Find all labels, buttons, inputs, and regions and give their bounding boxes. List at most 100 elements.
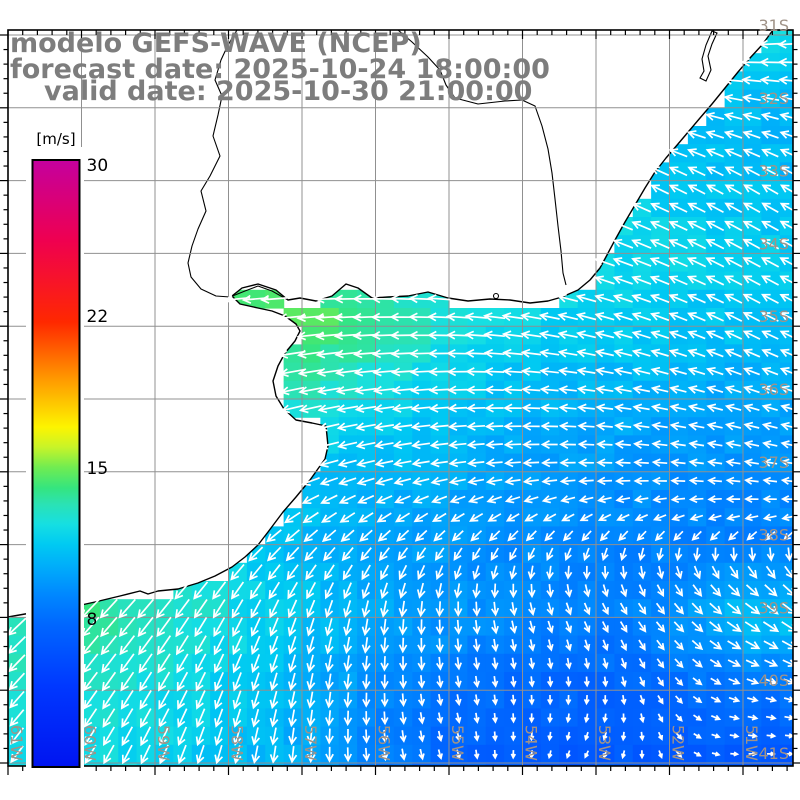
wind-arrow	[306, 673, 316, 691]
wind-arrow	[316, 367, 342, 377]
wind-arrow	[362, 692, 371, 708]
wind-arrow	[747, 714, 759, 721]
wind-arrow	[632, 403, 650, 413]
wind-arrow	[435, 656, 444, 671]
wind-arrow	[669, 403, 687, 413]
wind-arrow	[416, 582, 426, 599]
wind-arrow	[9, 690, 25, 709]
wind-arrow	[362, 674, 371, 690]
longitude-label: 53W	[595, 725, 614, 761]
wind-arrow	[509, 620, 518, 635]
wind-arrow	[339, 512, 356, 523]
wind-arrow	[692, 658, 703, 668]
wind-arrow	[779, 275, 793, 284]
wind-arrow	[101, 671, 117, 692]
wind-arrow	[747, 565, 758, 579]
sea-cell	[118, 763, 138, 766]
wind-arrow	[334, 349, 360, 359]
wind-arrow	[761, 330, 779, 340]
wind-arrow	[465, 385, 486, 395]
wind-arrow	[742, 330, 761, 340]
map-border	[7, 29, 794, 767]
wind-arrow	[687, 385, 705, 394]
wind-arrow	[779, 348, 793, 358]
wind-arrow	[692, 584, 703, 597]
wind-arrow	[522, 440, 540, 450]
wind-arrow	[193, 599, 208, 619]
wind-arrow	[343, 710, 353, 727]
wind-arrow	[287, 617, 297, 637]
sea-cell	[632, 763, 652, 766]
wind-arrow	[726, 621, 742, 633]
sea-cell	[596, 763, 615, 766]
wind-arrow	[528, 731, 535, 742]
sea-cell	[779, 380, 793, 400]
wind-arrow	[727, 584, 741, 597]
wind-arrow	[711, 565, 720, 580]
wind-arrow	[620, 750, 626, 760]
wind-arrow	[212, 599, 226, 619]
wind-arrow	[723, 239, 743, 250]
wind-arrow	[693, 751, 702, 757]
wind-arrow	[602, 676, 609, 688]
wind-arrow	[652, 495, 667, 504]
wind-arrow	[375, 495, 393, 504]
wind-arrow	[319, 477, 339, 486]
wind-arrow	[670, 495, 686, 504]
wind-arrow	[576, 366, 596, 376]
wind-arrow	[430, 476, 448, 486]
wind-arrow	[429, 440, 449, 450]
wind-arrow	[336, 422, 358, 432]
wind-arrow	[354, 385, 377, 395]
wind-arrow	[450, 512, 465, 522]
wind-arrow	[651, 421, 668, 431]
wind-arrow	[724, 366, 742, 376]
wind-arrow	[687, 148, 706, 158]
wind-arrow	[742, 293, 761, 304]
wind-arrow	[336, 404, 359, 414]
wind-arrow	[8, 635, 26, 654]
wind-arrow	[594, 311, 615, 321]
wind-arrow	[520, 367, 541, 377]
wind-arrow	[687, 202, 706, 213]
wind-arrow	[343, 728, 353, 745]
wind-arrow	[649, 257, 670, 268]
wind-arrow	[688, 476, 704, 486]
sea-cell	[724, 763, 744, 766]
wind-arrow	[687, 348, 706, 358]
wind-arrow	[612, 257, 634, 267]
wind-arrow	[251, 708, 260, 728]
sea-cell	[669, 763, 689, 766]
wind-arrow	[158, 708, 170, 729]
wind-arrow	[466, 440, 485, 450]
wind-arrow	[594, 275, 615, 285]
wind-arrow	[631, 275, 652, 285]
wind-arrow	[687, 403, 705, 413]
sea-cell	[210, 763, 230, 766]
wind-arrow	[674, 676, 684, 686]
wind-arrow	[473, 657, 481, 671]
sea-cell	[577, 763, 597, 766]
wind-arrow	[760, 275, 780, 286]
wind-arrow	[686, 275, 706, 286]
wind-arrow	[674, 658, 684, 669]
wind-arrow	[546, 639, 554, 652]
wind-arrow	[325, 710, 335, 727]
wind-arrow	[435, 601, 445, 618]
wind-arrow	[453, 547, 463, 562]
wind-arrow	[619, 547, 628, 562]
wind-arrow	[709, 658, 723, 668]
wind-arrow	[343, 618, 353, 637]
wind-arrow	[687, 184, 706, 195]
wind-arrow	[565, 731, 571, 742]
wind-arrow	[649, 275, 670, 286]
wind-arrow	[83, 671, 98, 692]
wind-arrow	[250, 635, 261, 656]
wind-arrow	[692, 695, 703, 704]
wind-arrow	[510, 731, 517, 742]
wind-arrow	[597, 513, 612, 522]
wind-arrow	[504, 495, 521, 504]
wind-arrow	[632, 440, 650, 449]
wind-arrow	[521, 385, 541, 395]
lat-lon-gridlines-layer	[8, 30, 793, 766]
